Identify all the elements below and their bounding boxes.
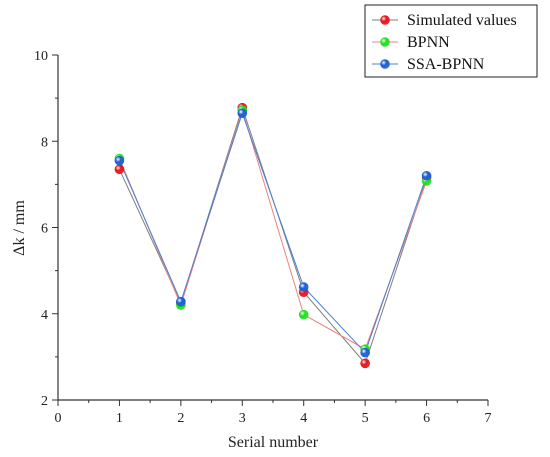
x-tick-label: 0 bbox=[55, 411, 62, 426]
x-tick-label: 5 bbox=[362, 411, 369, 426]
x-tick-label: 1 bbox=[116, 411, 123, 426]
x-tick-label: 4 bbox=[300, 411, 307, 426]
y-tick-label: 10 bbox=[34, 49, 48, 64]
series-line bbox=[118, 111, 428, 354]
data-point bbox=[360, 347, 370, 358]
series-line bbox=[118, 105, 428, 365]
legend-marker bbox=[380, 15, 390, 25]
data-point bbox=[421, 170, 432, 181]
x-tick-label: 6 bbox=[423, 411, 430, 426]
data-point bbox=[176, 296, 186, 307]
y-tick-label: 6 bbox=[41, 222, 48, 237]
data-point bbox=[114, 155, 125, 166]
legend-marker bbox=[380, 37, 390, 47]
legend-label: BPNN bbox=[407, 34, 450, 51]
axes: 0 1 2 3 4 5 6 7 2 4 6 8 10 bbox=[34, 49, 492, 426]
x-axis-title: Serial number bbox=[228, 434, 319, 451]
y-tick-label: 8 bbox=[41, 135, 48, 150]
legend-marker bbox=[380, 59, 390, 69]
x-tick-label: 3 bbox=[239, 411, 246, 426]
x-tick-label: 7 bbox=[485, 411, 492, 426]
y-axis-title: Δk / mm bbox=[11, 200, 28, 256]
series-layer bbox=[114, 102, 432, 369]
legend-label: Simulated values bbox=[407, 12, 517, 29]
data-point bbox=[360, 358, 370, 369]
legend: Simulated values BPNN SSA-BPNN bbox=[364, 4, 538, 78]
legend-label: SSA-BPNN bbox=[407, 56, 485, 73]
legend-box bbox=[364, 4, 538, 78]
data-point bbox=[237, 108, 248, 119]
series-line bbox=[118, 108, 428, 350]
data-point bbox=[114, 164, 125, 175]
y-tick-label: 2 bbox=[41, 394, 48, 409]
x-tick-label: 2 bbox=[177, 411, 184, 426]
y-tick-label: 4 bbox=[41, 308, 48, 323]
data-point bbox=[298, 309, 309, 320]
data-point bbox=[298, 282, 309, 292]
